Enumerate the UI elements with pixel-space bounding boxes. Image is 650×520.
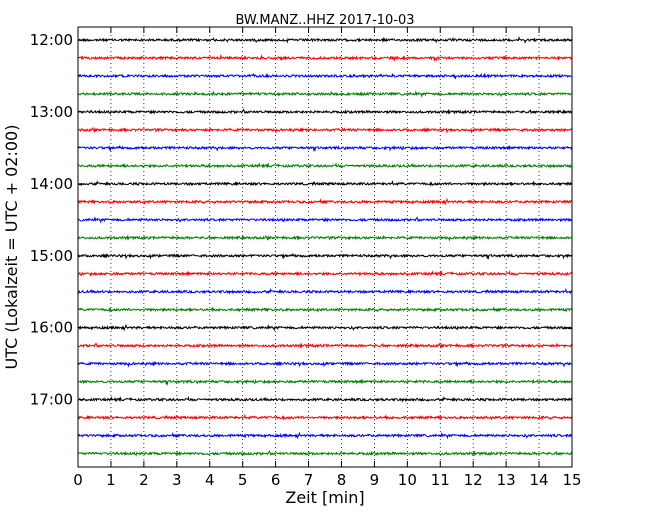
x-tick-label-11: 11 [431, 471, 450, 489]
y-tick-label-14:00: 14:00 [30, 175, 73, 193]
x-tick-label-12: 12 [464, 471, 483, 489]
trace-15:00 [77, 252, 573, 261]
x-tick-label-7: 7 [304, 471, 314, 489]
x-axis-label: Zeit [min] [285, 488, 364, 507]
trace-17:45 [77, 449, 573, 457]
x-tick-labels: 0 1 2 3 4 5 6 7 8 9 10 11 12 13 14 15 [73, 471, 581, 489]
y-tick-label-13:00: 13:00 [30, 103, 73, 121]
trace-16:00 [77, 323, 573, 332]
y-tick-label-15:00: 15:00 [30, 247, 73, 265]
trace-17:30 [77, 431, 573, 440]
y-tick-labels: 12:00 13:00 14:00 15:00 16:00 17:00 [30, 31, 73, 409]
trace-14:45 [77, 234, 572, 242]
axis-ticks [77, 27, 573, 467]
trace-17:15 [77, 413, 573, 421]
trace-13:30 [77, 145, 573, 153]
y-tick-label-16:00: 16:00 [30, 319, 73, 337]
traces [77, 35, 573, 457]
x-tick-label-8: 8 [337, 471, 347, 489]
trace-14:00 [77, 179, 572, 188]
trace-12:30 [77, 72, 572, 80]
trace-16:45 [77, 378, 573, 386]
trace-15:45 [77, 306, 573, 314]
x-tick-label-5: 5 [238, 471, 248, 489]
trace-13:15 [77, 126, 573, 135]
trace-15:30 [77, 287, 573, 295]
x-tick-label-9: 9 [370, 471, 380, 489]
trace-17:00 [77, 395, 573, 403]
x-tick-label-4: 4 [205, 471, 215, 489]
x-tick-label-10: 10 [398, 471, 417, 489]
y-tick-label-12:00: 12:00 [30, 31, 73, 49]
trace-12:15 [77, 54, 573, 63]
x-tick-label-13: 13 [497, 471, 516, 489]
trace-13:45 [77, 161, 573, 170]
trace-16:30 [77, 360, 573, 368]
x-tick-label-2: 2 [139, 471, 149, 489]
plot-frame [77, 26, 573, 468]
x-tick-label-3: 3 [172, 471, 182, 489]
trace-13:00 [77, 108, 572, 115]
y-axis-label: UTC (Lokalzeit = UTC + 02:00) [2, 125, 21, 370]
x-tick-label-14: 14 [530, 471, 549, 489]
trace-16:15 [77, 342, 572, 349]
trace-14:30 [77, 216, 573, 224]
trace-15:15 [77, 269, 573, 277]
x-tick-label-1: 1 [106, 471, 116, 489]
x-tick-label-15: 15 [562, 471, 581, 489]
trace-12:45 [77, 90, 572, 98]
trace-12:00 [77, 35, 573, 44]
x-tick-label-6: 6 [271, 471, 281, 489]
vertical-grid [110, 27, 540, 467]
trace-14:15 [77, 197, 572, 206]
y-tick-label-17:00: 17:00 [30, 391, 73, 409]
chart-title: BW.MANZ..HHZ 2017-10-03 [235, 13, 414, 28]
x-tick-label-0: 0 [73, 471, 83, 489]
